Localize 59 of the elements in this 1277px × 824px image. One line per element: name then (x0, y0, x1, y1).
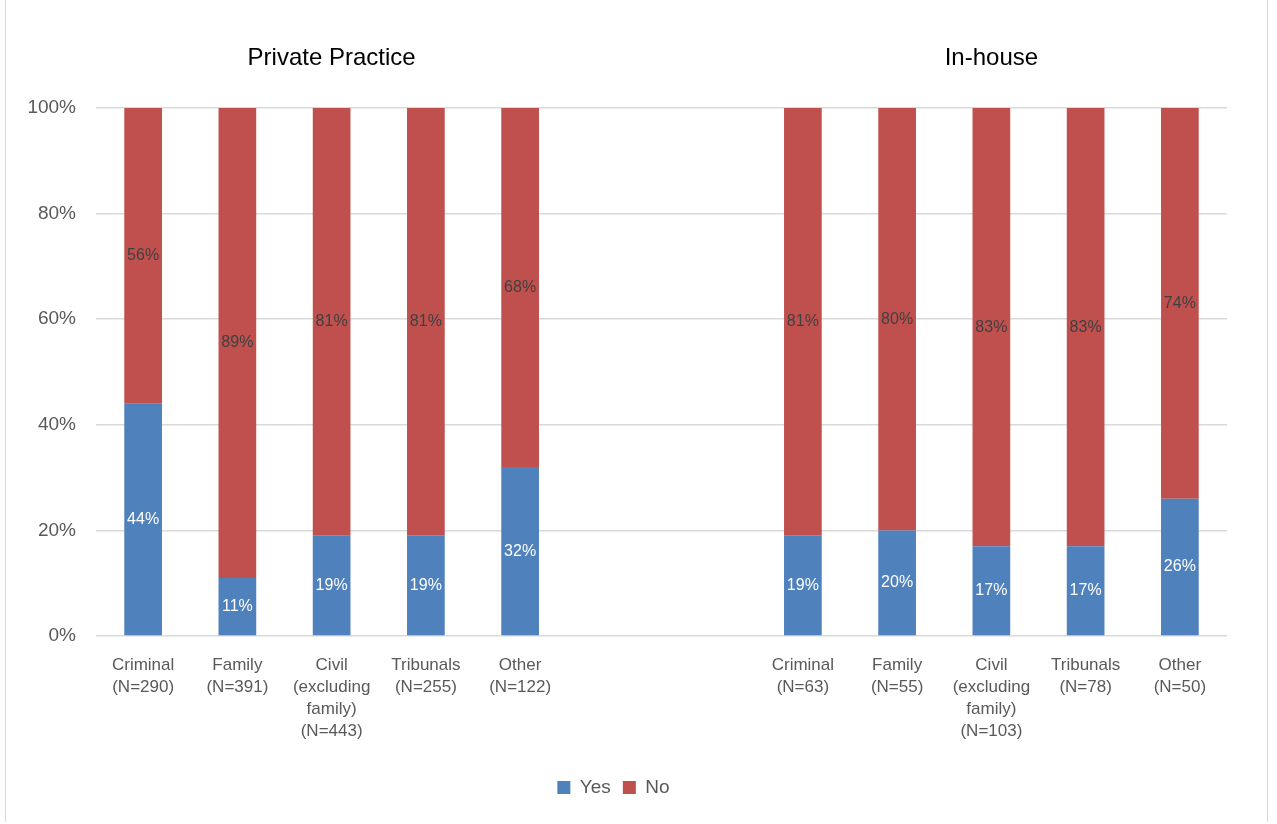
data-label: 26% (1163, 557, 1196, 575)
x-tick-label: Other (N=50) (1153, 654, 1207, 696)
x-tick-label: Other (N=122) (489, 654, 552, 696)
bar (972, 546, 1011, 636)
bar (407, 108, 445, 536)
x-tick-label: Criminal (N=63) (771, 654, 835, 696)
y-tick-label: 80% (37, 201, 77, 223)
bar (972, 108, 1011, 547)
bar (878, 530, 916, 636)
data-label: 89% (221, 333, 254, 351)
x-tick-label: Tribunals (N=78) (1050, 654, 1121, 696)
y-tick-label: 20% (37, 518, 77, 540)
y-tick-label: 0% (48, 624, 77, 646)
bar (124, 108, 162, 404)
legend-label: Yes (579, 775, 611, 797)
data-label: 83% (1069, 317, 1102, 335)
bar (218, 108, 257, 578)
text: Private Practice (247, 42, 416, 70)
data-label: 81% (409, 312, 442, 330)
data-label: 19% (315, 575, 348, 593)
bar (407, 535, 445, 636)
bar (784, 535, 822, 636)
x-tick-label: Family (N=55) (870, 654, 924, 696)
y-tick-label: 40% (37, 413, 77, 435)
bar (501, 108, 539, 468)
x-tick-label: Criminal (N=290) (111, 654, 175, 696)
data-label: 17% (975, 581, 1008, 599)
data-label: 44% (127, 509, 160, 527)
data-label: 11% (221, 596, 253, 614)
bar (124, 403, 162, 636)
y-tick-label: 100% (27, 96, 77, 118)
data-label: 68% (504, 277, 537, 295)
data-label: 80% (881, 309, 914, 327)
data-label: 81% (786, 312, 819, 330)
x-tick-label: Family (N=391) (206, 654, 269, 696)
y-tick-label: 60% (37, 307, 77, 329)
bar (878, 108, 916, 531)
bar (312, 108, 351, 536)
x-tick-label: Civil (excluding family) (N=443) (292, 654, 371, 741)
data-label: 74% (1163, 293, 1196, 311)
data-label: 20% (881, 573, 914, 591)
bar (501, 467, 539, 636)
data-label: 32% (504, 541, 537, 559)
data-label: 81% (315, 312, 348, 330)
data-label: 19% (409, 575, 442, 593)
bar (1161, 498, 1199, 636)
data-label: 83% (975, 317, 1008, 335)
data-label: 56% (127, 246, 160, 264)
bar (1161, 108, 1199, 499)
data-label: 19% (786, 575, 819, 593)
x-tick-label: Civil (excluding family) (N=103) (952, 654, 1031, 741)
text: In-house (944, 42, 1039, 70)
x-tick-label: Tribunals (N=255) (391, 654, 461, 696)
data-label: 17% (1069, 581, 1102, 599)
bar (1066, 546, 1105, 636)
legend-label: No (645, 775, 670, 797)
bar (312, 535, 351, 636)
bar (784, 108, 822, 536)
bar (1066, 108, 1105, 547)
